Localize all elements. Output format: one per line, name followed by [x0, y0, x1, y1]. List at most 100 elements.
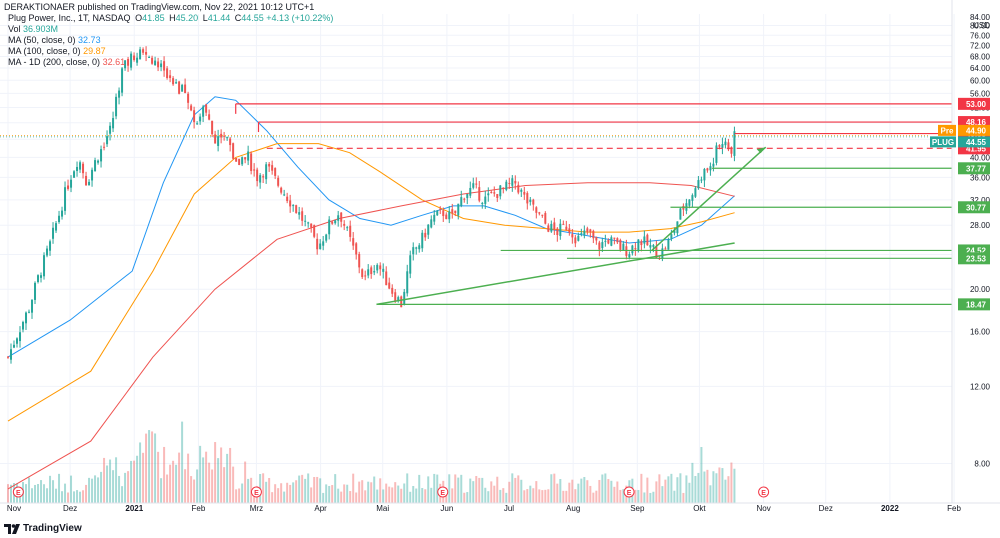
candle-body — [139, 49, 142, 60]
candle-body — [499, 185, 502, 197]
volume-bar — [247, 478, 250, 503]
volume-bar — [409, 491, 412, 503]
volume-bar — [304, 478, 307, 503]
volume-bar — [706, 469, 709, 503]
candle-body — [568, 228, 571, 233]
price-tag-box — [958, 298, 990, 311]
candle-body — [52, 227, 55, 239]
candle-body — [43, 255, 46, 277]
x-tick-label: Apr — [314, 504, 327, 513]
volume-bar — [337, 488, 340, 503]
earnings-letter: E — [627, 490, 632, 497]
volume-bar — [40, 480, 43, 503]
tag-name-box — [938, 124, 956, 136]
y-tick-label: 72.00 — [970, 42, 991, 51]
price-tag-resistance: 53.00 — [958, 97, 990, 110]
candle-body — [76, 166, 79, 172]
y-tick-label: 60.00 — [970, 76, 991, 85]
volume-bar — [709, 485, 712, 503]
y-tick-label: 36.00 — [970, 173, 991, 182]
candle-body — [250, 153, 253, 171]
price-axis[interactable]: 8.0012.0016.0020.0024.0028.0032.0036.004… — [930, 0, 991, 503]
candle-body — [427, 224, 430, 235]
candle-body — [199, 116, 202, 122]
close-label: C — [234, 13, 242, 23]
candle-body — [706, 168, 709, 171]
time-axis[interactable]: Nov Dez 2021 Feb Mrz Apr Mai Jun Jul Aug Sep Okt Nov… — [0, 502, 1000, 513]
high-value: 45.20 — [175, 13, 199, 23]
volume-bar — [643, 492, 646, 503]
x-tick-label: Nov — [756, 504, 770, 513]
volume-bar — [691, 462, 694, 503]
candle-body — [646, 234, 649, 246]
volume-bar — [511, 473, 514, 503]
price-tag-support: 37.77 — [958, 162, 990, 175]
candle-body — [448, 211, 451, 220]
volume-bar — [466, 492, 469, 503]
candle-body — [304, 220, 307, 222]
candle-body — [163, 61, 166, 71]
candle-body — [178, 81, 181, 94]
candle-body — [202, 106, 205, 117]
candle-body — [106, 136, 109, 145]
volume-bar — [250, 477, 253, 503]
volume-bar — [730, 462, 733, 503]
candle-body — [631, 245, 634, 254]
volume-bar — [139, 442, 142, 503]
candle-body — [625, 246, 628, 256]
tradingview-footer[interactable]: TradingView — [4, 523, 82, 534]
candle-body — [589, 229, 592, 233]
volume-bar — [7, 484, 9, 503]
candle-body — [22, 321, 25, 330]
earnings-icon: E — [12, 486, 24, 498]
ma200-row: MA - 1D (200, close, 0) 32.61 — [8, 57, 333, 68]
candle-body — [463, 198, 466, 200]
candle-body — [370, 267, 373, 275]
candle-body — [610, 237, 613, 246]
symbol-title: Plug Power, Inc., 1T, NASDAQ — [8, 13, 131, 23]
candle-body — [334, 220, 337, 224]
candle-body — [400, 296, 403, 308]
volume-bar — [607, 479, 610, 503]
volume-bar — [613, 486, 616, 503]
candle-body — [238, 158, 241, 165]
y-tick-label: 12.00 — [970, 382, 991, 391]
volume-bar — [733, 468, 736, 503]
candle-body — [601, 242, 604, 249]
volume-bar — [262, 473, 265, 503]
candle-body — [364, 275, 367, 277]
candle-body — [130, 53, 133, 68]
candle-body — [358, 254, 361, 268]
candle-body — [430, 219, 433, 228]
open-value: 41.85 — [142, 13, 165, 23]
volume-bar — [640, 473, 643, 503]
candle-body — [307, 222, 310, 224]
earnings-circle — [623, 486, 635, 498]
volume-bar — [94, 475, 97, 503]
candle-body — [67, 185, 70, 189]
y-axis-title: USD — [973, 21, 990, 30]
candle-body — [64, 187, 67, 211]
volume-bar — [622, 489, 625, 503]
volume-bar — [448, 474, 451, 503]
volume-bar — [238, 488, 241, 503]
candle-body — [424, 232, 427, 238]
volume-bar — [517, 475, 520, 503]
candle-body — [121, 68, 124, 93]
volume-bar — [649, 492, 652, 503]
volume-bar — [100, 471, 103, 503]
volume-bar — [148, 430, 151, 503]
tag-value-box — [958, 136, 990, 148]
volume-bar — [571, 479, 574, 503]
volume-bar — [400, 488, 403, 503]
volume-bar — [487, 491, 490, 503]
volume-bar — [217, 458, 220, 503]
ma50-line — [7, 96, 735, 358]
volume-bar — [196, 469, 199, 503]
candle-body — [691, 195, 694, 201]
candle-body — [517, 184, 520, 193]
volume-bar — [136, 455, 139, 503]
volume-bar — [472, 481, 475, 503]
volume-bar — [559, 479, 562, 503]
